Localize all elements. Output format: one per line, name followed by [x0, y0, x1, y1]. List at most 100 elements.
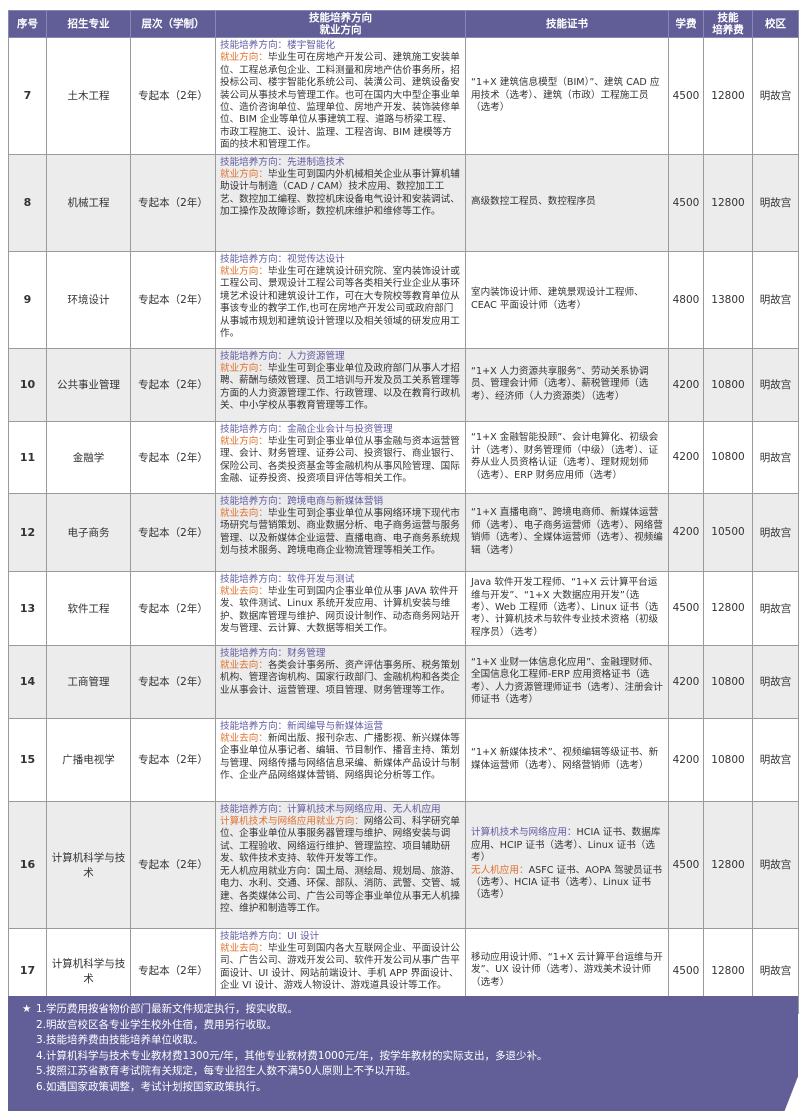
row-no: 14 — [8, 644, 47, 719]
note-text: 4.计算机科学与技术专业教材费1300元/年，其他专业教材费1000元/年，按学… — [36, 1049, 548, 1062]
skill-fee: 10800 — [703, 420, 753, 494]
skill-direction: UI 设计 — [287, 930, 320, 942]
direction-cell: 技能培养方向：新闻编导与新媒体运营 就业去向：新闻出版、报刊杂志、广播影视、新兴媒… — [215, 717, 466, 802]
major-name: 广播电视学 — [46, 717, 131, 802]
certificate-text: Java 软件开发工程师、“1+X 云计算平台运维与开发”、“1+X 大数据应用… — [471, 577, 659, 638]
major-name: 土木工程 — [46, 37, 131, 155]
header-direction: 技能培养方向 就业方向 — [215, 10, 466, 38]
job-label: 就业方向： — [220, 52, 268, 64]
note-text: 3.技能培养费由技能培养单位收取。 — [36, 1034, 204, 1046]
tuition: 4500 — [668, 800, 704, 929]
campus: 明故宫 — [752, 644, 799, 719]
direction-cell: 技能培养方向：先进制造技术 就业方向：毕业生可到国内外机械相关企业从事计算机辅助设… — [215, 153, 466, 252]
job-direction: 毕业生可到企事业单位及政府部门从事人才招聘、薪酬与绩效管理、员工培训与开发及员工… — [220, 363, 460, 412]
direction-cell: 技能培养方向：视觉传达设计 就业方向：毕业生可在建筑设计研究院、室内装饰设计或工程… — [215, 250, 466, 349]
level: 专起本（2年） — [130, 492, 216, 572]
job-direction: 毕业生可到国内企事业单位从事 JAVA 软件开发、软件测试、Linux 系统开发… — [220, 586, 460, 635]
job-label: 就业方向： — [220, 266, 268, 278]
header-direction-skill: 技能培养方向 — [309, 12, 372, 24]
job-label: 就业去向： — [220, 660, 268, 672]
job-label: 就业方向： — [220, 169, 268, 181]
certificate-text: 移动应用设计师、“1+X 云计算平台运维与开发”、UX 设计师（选考）、游戏美术… — [471, 952, 663, 988]
tuition: 4200 — [668, 492, 704, 572]
table-header: 序号 招生专业 层次（学制） 技能培养方向 就业方向 技能证书 学费 技能 培养费 … — [8, 10, 799, 38]
job-label: 计算机技术与网络应用就业方向： — [220, 816, 364, 828]
table-row: 12 电子商务 专起本（2年） 技能培养方向：跨境电商与新媒体营销 就业去向：毕业生可到… — [8, 492, 799, 572]
campus: 明故宫 — [752, 37, 799, 155]
job-label: 就业方向： — [220, 436, 268, 448]
campus: 明故宫 — [752, 800, 799, 929]
level: 专起本（2年） — [130, 420, 216, 494]
skill-direction: 财务管理 — [287, 647, 326, 659]
skill-direction: 先进制造技术 — [287, 156, 345, 168]
certificate-cell: Java 软件开发工程师、“1+X 云计算平台运维与开发”、“1+X 大数据应用… — [465, 570, 669, 646]
major-name: 公共事业管理 — [46, 347, 131, 422]
level: 专起本（2年） — [130, 570, 216, 646]
skill-fee: 12800 — [703, 37, 753, 155]
skill-direction: 楼宇智能化 — [287, 40, 336, 51]
level: 专起本（2年） — [130, 347, 216, 422]
table-row: 9 环境设计 专起本（2年） 技能培养方向：视觉传达设计 就业方向：毕业生可在建筑设计研… — [8, 250, 799, 349]
job-direction: 网络公司、科学研究单位、企事业单位从事服务器管理与维护、网络安装与调试、工程验收… — [220, 816, 460, 865]
level: 专起本（2年） — [130, 37, 216, 155]
level: 专起本（2年） — [130, 644, 216, 719]
row-no: 13 — [8, 570, 47, 646]
major-name: 计算机科学与技术 — [46, 800, 131, 929]
certificate-cell: “1+X 金融智能投顾”、会计电算化、初级会计（选考）、财务管理师（中级）（选考… — [465, 420, 669, 494]
campus: 明故宫 — [752, 492, 799, 572]
job-direction: 毕业生可到国内外机械相关企业从事计算机辅助设计与制造（CAD / CAM）技术应… — [220, 169, 460, 218]
row-no: 15 — [8, 717, 47, 802]
certificate-cell: “1+X 建筑信息模型（BIM）”、建筑 CAD 应用技术（选考）、建筑（市政）… — [465, 37, 669, 155]
note-text: 2.明故宫校区各专业学生校外住宿，费用另行收取。 — [36, 1018, 278, 1031]
job-direction: 毕业生可到企事业单位从事金融与资本运营管理、会计、财务管理、证券公司、投资银行、… — [220, 436, 460, 485]
campus: 明故宫 — [752, 570, 799, 646]
level: 专起本（2年） — [130, 250, 216, 349]
table-row: 11 金融学 专起本（2年） 技能培养方向：金融企业会计与投资管理 就业方向：毕业生可到… — [8, 420, 799, 494]
header-tuition: 学费 — [668, 10, 704, 38]
header-direction-job: 就业方向 — [319, 24, 362, 36]
job-direction: 各类会计事务所、资产评估事务所、税务策划机构、管理咨询机构、国家行政部门、金融机… — [220, 660, 460, 696]
skill-fee: 10800 — [703, 347, 753, 422]
tuition: 4200 — [668, 717, 704, 802]
header-campus: 校区 — [752, 10, 799, 38]
campus: 明故宫 — [752, 347, 799, 422]
job-direction: 毕业生可在建筑设计研究院、室内装饰设计或工程公司、景观设计工程公司等各类相关行业… — [220, 266, 460, 340]
skill-label: 技能培养方向： — [220, 423, 288, 435]
row-no: 11 — [8, 420, 47, 494]
campus: 明故宫 — [752, 717, 799, 802]
direction-cell: 技能培养方向：金融企业会计与投资管理 就业方向：毕业生可到企事业单位从事金融与资本… — [215, 420, 466, 494]
skill-fee: 10500 — [703, 492, 753, 572]
row-no: 8 — [8, 153, 47, 252]
header-skill-fee-line2: 培养费 — [712, 24, 744, 36]
star-icon: ★ — [22, 1003, 32, 1015]
certificate-cell: 高级数控工程员、数控程序员 — [465, 153, 669, 252]
tuition: 4500 — [668, 570, 704, 646]
certificate-text: ASFC 证书、AOPA 驾驶员证书（选考）、HCIA 证书（选考）、Linux… — [471, 864, 662, 901]
certificate-text: “1+X 金融智能投顾”、会计电算化、初级会计（选考）、财务管理师（中级）（选考… — [471, 432, 659, 481]
skill-label: 技能培养方向： — [220, 40, 288, 51]
certificate-label: 计算机技术与网络应用： — [471, 827, 577, 839]
job-label: 就业去向： — [220, 733, 268, 745]
certificate-text: “1+X 建筑信息模型（BIM）”、建筑 CAD 应用技术（选考）、建筑（市政）… — [471, 77, 660, 114]
campus: 明故宫 — [752, 250, 799, 349]
campus: 明故宫 — [752, 420, 799, 494]
certificate-text: 高级数控工程员、数控程序员 — [471, 196, 596, 208]
direction-cell: 技能培养方向：财务管理 就业去向：各类会计事务所、资产评估事务所、税务策划机构、管… — [215, 644, 466, 719]
certificate-text: “1+X 业财一体信息化应用”、金融理财师、全国信息化工程师-ERP 应用资格证… — [471, 656, 663, 706]
job-label: 就业去向： — [220, 586, 268, 598]
certificate-text: HCIA 证书、数据库应用、HCIP 证书（选考）、Linux 证书（选考） — [471, 827, 661, 864]
row-no: 16 — [8, 800, 47, 929]
tuition: 4200 — [668, 644, 704, 719]
major-name: 环境设计 — [46, 250, 131, 349]
skill-direction: 视觉传达设计 — [287, 253, 345, 265]
direction-cell: 技能培养方向：跨境电商与新媒体营销 就业去向：毕业生可到企事业单位从事网络环境下现… — [215, 492, 466, 572]
level: 专起本（2年） — [130, 800, 216, 929]
major-name: 工商管理 — [46, 644, 131, 719]
skill-direction: 计算机技术与网络应用、无人机应用 — [287, 803, 441, 815]
certificate-cell: “1+X 业财一体信息化应用”、金融理财师、全国信息化工程师-ERP 应用资格证… — [465, 644, 669, 719]
table-row: 10 公共事业管理 专起本（2年） 技能培养方向：人力资源管理 就业方向：毕业生可到企事… — [8, 347, 799, 422]
skill-fee: 13800 — [703, 250, 753, 349]
certificate-cell: “1+X 人力资源共享服务”、劳动关系协调员、管理会计师（选考）、薪税管理师（选… — [465, 347, 669, 422]
certificate-cell: 计算机技术与网络应用：HCIA 证书、数据库应用、HCIP 证书（选考）、Lin… — [465, 800, 669, 929]
skill-label: 技能培养方向： — [220, 930, 288, 942]
